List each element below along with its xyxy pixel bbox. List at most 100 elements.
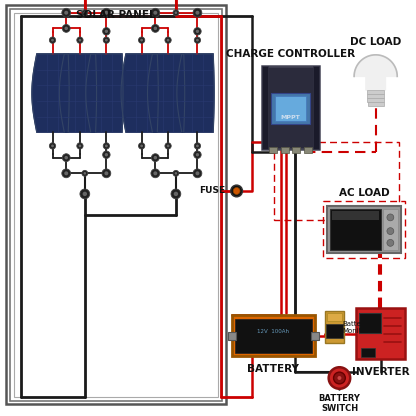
Circle shape [83,192,87,196]
Text: MPPT: MPPT [281,115,300,120]
Bar [281,147,289,153]
Circle shape [82,10,88,16]
Bar [329,208,381,250]
Bar [367,98,384,102]
Bar [368,102,384,106]
Circle shape [171,189,181,199]
Circle shape [64,171,68,175]
Polygon shape [148,54,185,132]
Circle shape [139,143,145,149]
Bar [274,142,399,220]
Bar [275,96,306,121]
Circle shape [175,172,177,175]
Circle shape [173,171,179,176]
Circle shape [62,8,71,17]
Bar [326,324,343,338]
Bar [232,315,315,357]
Circle shape [51,144,54,147]
Circle shape [105,30,108,33]
Bar [313,66,319,149]
Circle shape [194,37,201,43]
Circle shape [196,171,199,175]
Circle shape [151,154,159,161]
Circle shape [103,143,109,149]
Circle shape [62,169,71,178]
Circle shape [104,171,108,175]
Bar [271,93,310,124]
Circle shape [165,143,171,149]
Circle shape [62,25,70,32]
Circle shape [154,11,157,15]
Circle shape [196,11,199,15]
Bar [228,332,235,340]
Circle shape [151,169,160,178]
Text: AC LOAD: AC LOAD [339,188,389,198]
Circle shape [231,185,243,197]
Bar [327,206,401,253]
Circle shape [167,39,169,42]
Circle shape [154,27,157,30]
Circle shape [79,39,82,42]
Bar [269,147,277,153]
Polygon shape [121,54,158,132]
Circle shape [167,144,169,147]
Polygon shape [59,54,97,132]
Circle shape [193,8,202,17]
Bar [359,313,381,333]
Circle shape [64,11,68,15]
Polygon shape [32,54,69,132]
Circle shape [105,153,108,156]
Polygon shape [354,55,397,90]
Circle shape [194,143,201,149]
Circle shape [174,192,178,196]
Circle shape [334,372,345,384]
Circle shape [196,30,199,33]
Circle shape [103,151,110,158]
Bar [14,13,218,396]
Circle shape [139,37,145,43]
Circle shape [337,376,342,380]
Bar [235,319,312,352]
Circle shape [105,144,108,147]
Bar [367,94,384,98]
Bar [311,332,319,340]
Bar [262,66,319,149]
Circle shape [165,37,171,43]
Circle shape [151,25,159,32]
Circle shape [193,169,202,178]
Text: INVERTER: INVERTER [352,367,409,377]
Circle shape [194,27,201,35]
Circle shape [175,11,177,14]
Bar [7,5,226,404]
Bar [10,9,222,401]
Circle shape [194,151,201,158]
Text: 12V  100Ah: 12V 100Ah [258,329,290,334]
Circle shape [84,11,86,14]
Text: BATTERY: BATTERY [248,364,299,374]
Bar [356,309,405,359]
Circle shape [64,156,68,159]
Bar [325,312,344,343]
Bar [262,66,268,149]
Circle shape [79,144,82,147]
Text: CHARGE CONTROLLER: CHARGE CONTROLLER [226,49,355,59]
Circle shape [105,39,108,42]
Circle shape [140,144,143,147]
Circle shape [196,144,199,147]
Circle shape [103,27,110,35]
Circle shape [102,169,111,178]
Circle shape [196,153,199,156]
Circle shape [50,37,56,43]
Circle shape [140,39,143,42]
Circle shape [104,11,108,15]
Circle shape [233,188,240,194]
Circle shape [387,228,394,235]
Circle shape [62,154,70,161]
Circle shape [84,172,86,175]
Bar [361,348,375,357]
Circle shape [82,171,88,176]
Text: DC LOAD: DC LOAD [350,37,401,47]
Bar [383,208,398,250]
Circle shape [387,240,394,246]
Bar [327,313,342,321]
